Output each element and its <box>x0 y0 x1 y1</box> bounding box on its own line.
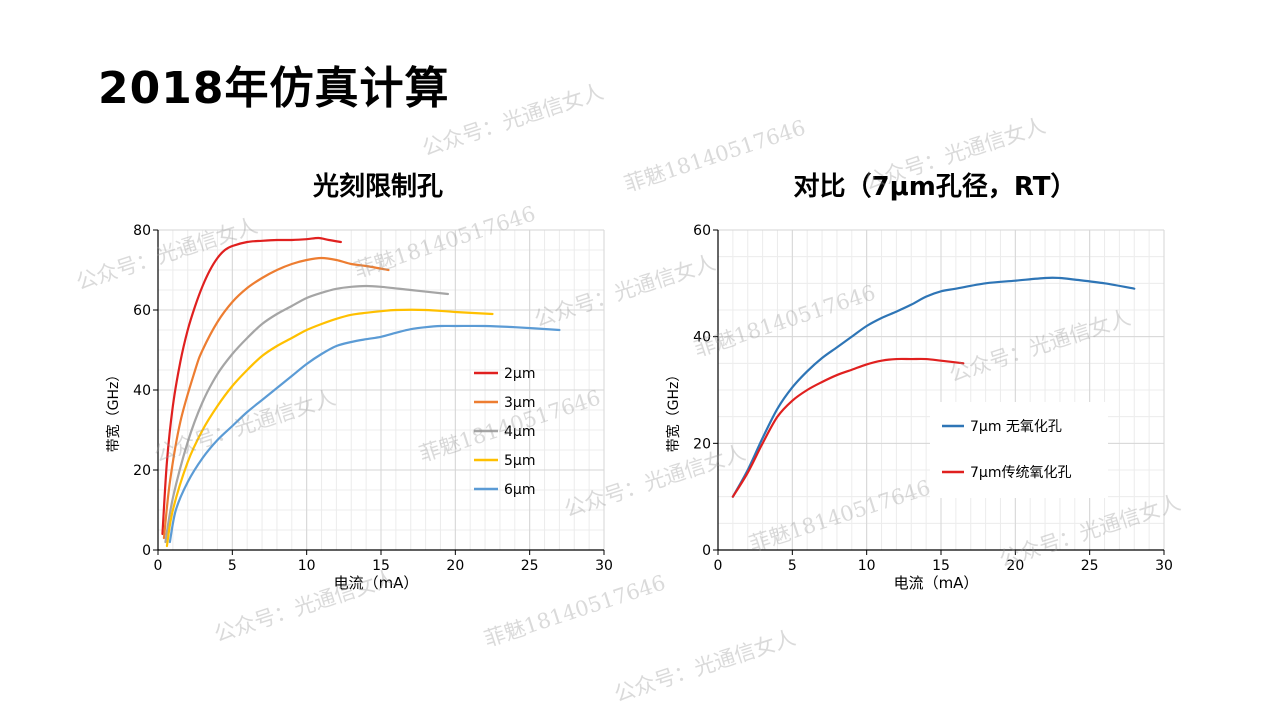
legend-label: 5μm <box>504 453 535 469</box>
series-line <box>164 284 449 544</box>
legend: 7μm 无氧化孔 7μm传统氧化孔 <box>930 402 1108 498</box>
x-tick-label: 15 <box>932 558 950 574</box>
x-tick-label: 5 <box>788 558 797 574</box>
legend-label: 7μm传统氧化孔 <box>970 465 1071 481</box>
legend: 2μm 3μm 4μm 5μm 6μm <box>474 366 535 498</box>
y-axis-label: 带宽（GHz） <box>105 368 122 453</box>
y-tick-label: 20 <box>133 463 151 479</box>
x-tick-label: 30 <box>1155 558 1173 574</box>
x-tick-label: 10 <box>858 558 876 574</box>
legend-box <box>930 402 1108 498</box>
y-tick-label: 0 <box>142 543 151 559</box>
x-tick-label: 0 <box>154 558 163 574</box>
y-tick-label: 60 <box>693 223 711 239</box>
legend-label: 3μm <box>504 395 535 411</box>
y-tick-label: 80 <box>133 223 151 239</box>
chart-title: 光刻限制孔 <box>312 172 443 202</box>
y-tick-label: 40 <box>133 383 151 399</box>
chart-svg: 0 5 10 15 20 25 30 0 20 40 60 电流（mA） 带宽（GHz） 7μm 无氧化孔… <box>665 223 1173 592</box>
series-line <box>731 357 965 498</box>
x-tick-label: 20 <box>446 558 464 574</box>
chart-svg: 0 5 10 15 20 25 30 0 20 40 60 80 电流（mA） 带宽（GHz） 2μm 3μm… <box>105 223 613 592</box>
x-axis-label: 电流（mA） <box>334 574 419 592</box>
y-axis-label: 带宽（GHz） <box>665 368 682 453</box>
legend-label: 4μm <box>504 424 535 440</box>
x-tick-label: 10 <box>298 558 316 574</box>
chart-comparison: 对比（7μm孔径，RT） 0 5 10 15 20 25 30 0 20 40 60 电流（mA） 带宽… <box>660 160 1180 610</box>
y-tick-label: 40 <box>693 330 711 346</box>
series-line <box>165 308 494 548</box>
x-tick-label: 5 <box>228 558 237 574</box>
page-title: 2018年仿真计算 <box>98 63 450 114</box>
grid <box>717 229 1165 551</box>
series-line <box>168 324 561 544</box>
y-tick-label: 20 <box>693 436 711 452</box>
x-tick-label: 20 <box>1006 558 1024 574</box>
x-tick-label: 30 <box>595 558 613 574</box>
x-axis-label: 电流（mA） <box>894 574 979 592</box>
series-line <box>162 256 390 540</box>
legend-label: 6μm <box>504 482 535 498</box>
y-tick-label: 0 <box>702 543 711 559</box>
x-tick-label: 25 <box>521 558 539 574</box>
x-tick-label: 25 <box>1081 558 1099 574</box>
legend-label: 7μm 无氧化孔 <box>970 419 1062 435</box>
legend-label: 2μm <box>504 366 535 382</box>
chart-title: 对比（7μm孔径，RT） <box>793 172 1077 202</box>
series-line <box>731 276 1136 498</box>
series-line <box>161 236 342 536</box>
x-tick-label: 15 <box>372 558 390 574</box>
grid <box>157 229 605 551</box>
chart-aperture: 光刻限制孔 0 5 10 15 20 25 30 0 20 40 60 80 电流（mA） 带宽（GHz）… <box>100 160 620 610</box>
watermark-account: 公众号：光通信女人 <box>611 625 799 707</box>
x-tick-label: 0 <box>714 558 723 574</box>
y-tick-label: 60 <box>133 303 151 319</box>
